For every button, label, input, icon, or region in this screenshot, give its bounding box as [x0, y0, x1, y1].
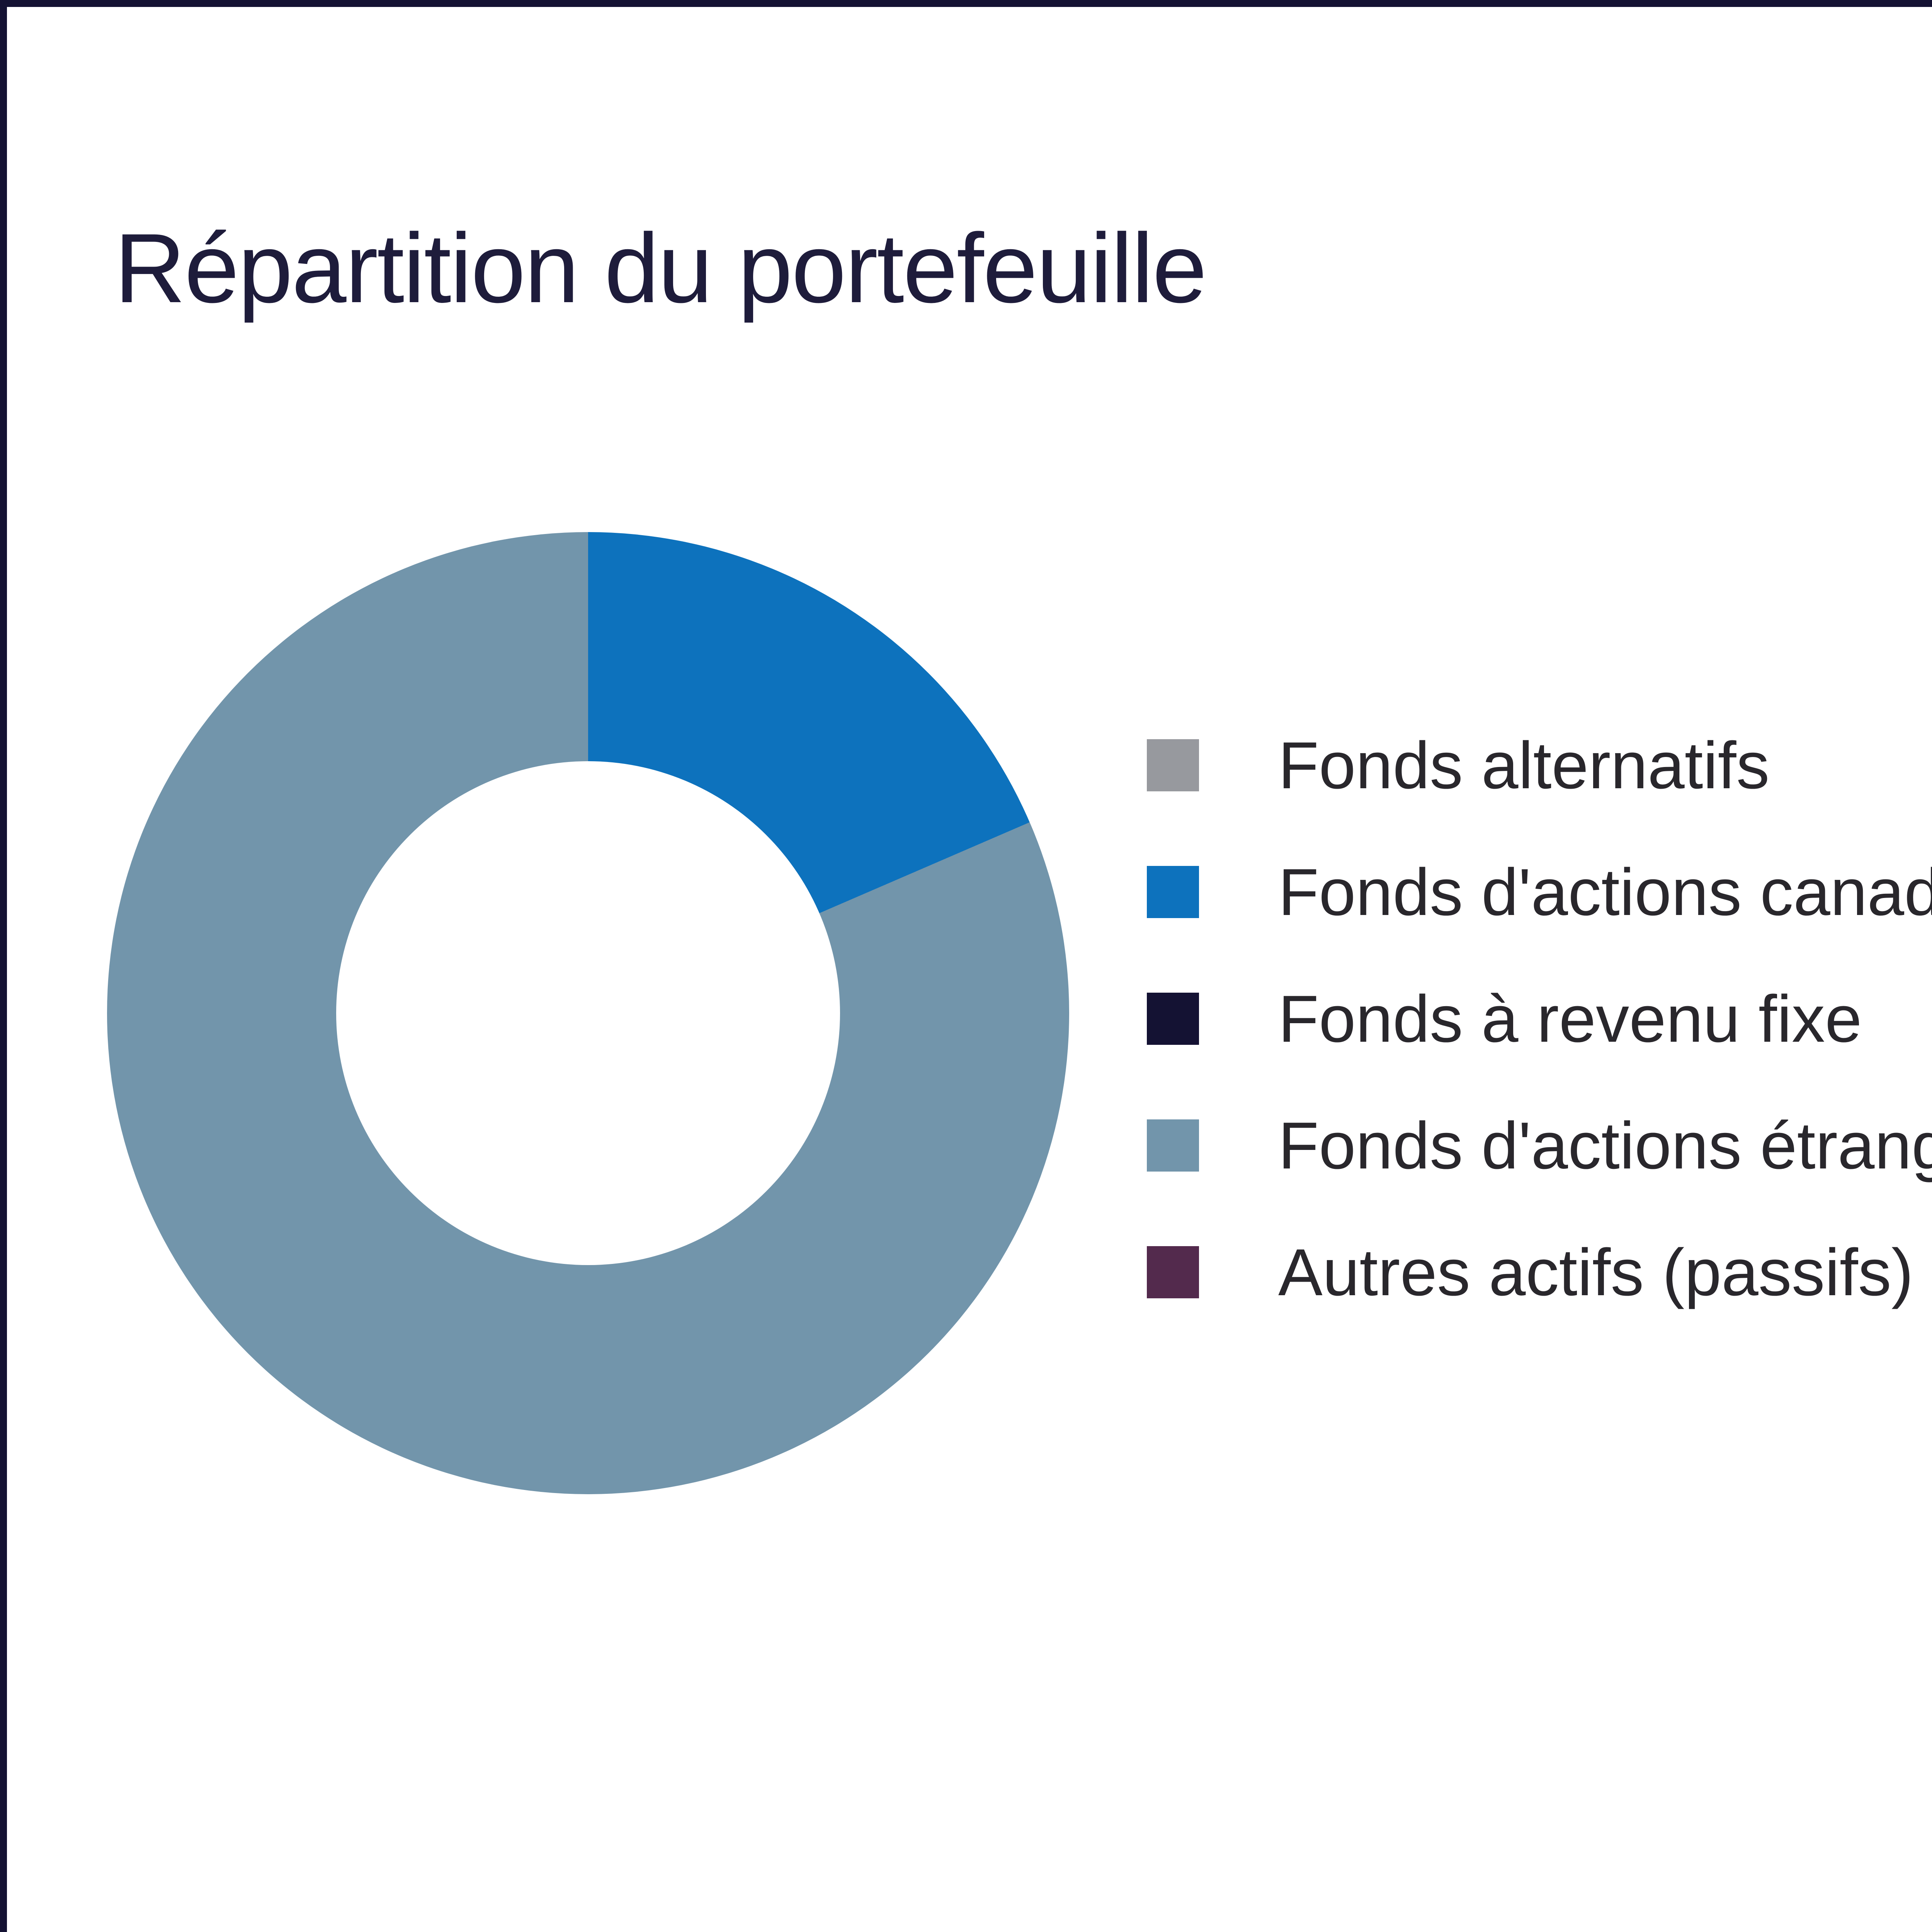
legend-swatch-fonds-actions-canadiennes	[1147, 866, 1199, 918]
legend-label: Fonds à revenu fixe	[1278, 981, 1862, 1056]
legend-swatch-fonds-alternatifs	[1147, 739, 1199, 791]
legend-swatch-fonds-revenu-fixe	[1147, 993, 1199, 1045]
legend-row: Autres actifs (passifs) nets -1,53 %	[1147, 1239, 1932, 1306]
legend-label: Fonds alternatifs	[1278, 728, 1770, 803]
legend-swatch-fonds-actions-etrangeres	[1147, 1119, 1199, 1172]
donut-chart	[107, 532, 1069, 1494]
legend-row: Fonds d'actions canadiennes 18,79 %	[1147, 859, 1932, 925]
chart-title: Répartition du portefeuille	[114, 213, 1207, 323]
legend-label: Fonds d'actions canadiennes	[1278, 855, 1932, 929]
legend-swatch-autres-actifs-nets	[1147, 1246, 1199, 1298]
legend-label: Fonds d'actions étrangères	[1278, 1108, 1932, 1183]
legend: Fonds alternatifs 0,00 % Fonds d'actions…	[1147, 732, 1932, 1306]
legend-row: Fonds à revenu fixe 0,00 %	[1147, 986, 1932, 1052]
donut-hole	[336, 761, 840, 1265]
legend-row: Fonds alternatifs 0,00 %	[1147, 732, 1932, 799]
legend-label: Autres actifs (passifs) nets	[1278, 1235, 1932, 1310]
legend-row: Fonds d'actions étrangères 82,75 %	[1147, 1112, 1932, 1179]
